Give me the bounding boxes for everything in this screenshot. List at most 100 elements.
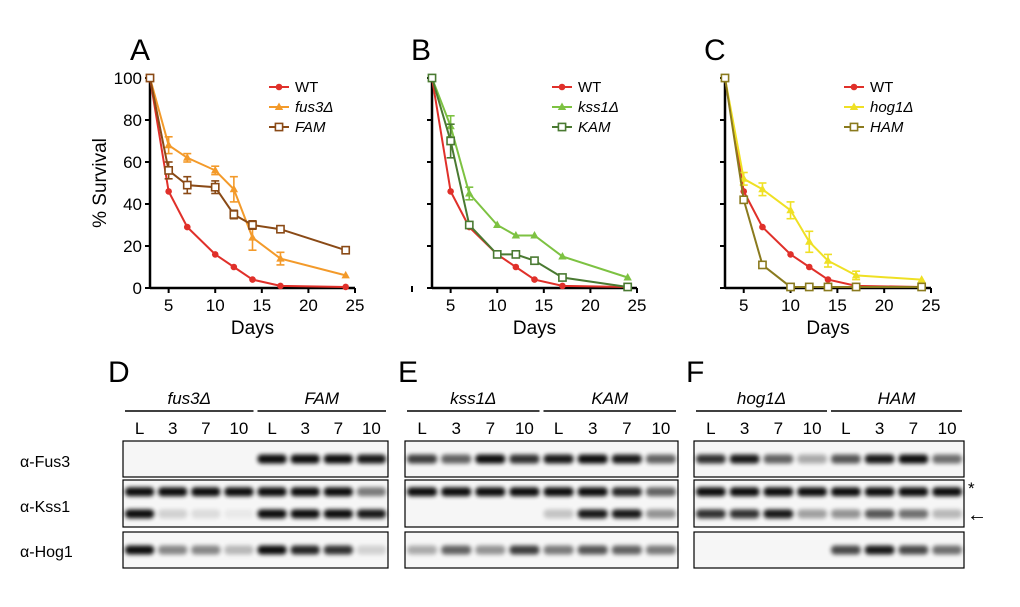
data-point: [447, 188, 454, 195]
panel-letter-d: D: [108, 356, 130, 389]
data-point: [786, 282, 795, 292]
legend-label: WT: [870, 79, 893, 96]
legend-entry: fus3Δ: [269, 99, 333, 116]
data-point: [183, 153, 192, 161]
band: [729, 454, 760, 464]
x-tick-label: 25: [346, 296, 365, 315]
legend-marker: [849, 102, 859, 110]
band: [932, 509, 962, 519]
data-point: [492, 250, 502, 259]
legend-label: WT: [578, 79, 601, 96]
y-tick-label: 0: [133, 279, 142, 298]
band: [831, 545, 861, 555]
legend-marker: [557, 122, 567, 132]
x-tick-label: 10: [488, 296, 507, 315]
y-tick-label: 20: [123, 237, 142, 256]
band: [864, 454, 895, 464]
blot-row-kss1: [404, 479, 679, 528]
data-point: [851, 282, 861, 292]
band: [257, 454, 287, 464]
data-point: [511, 231, 521, 239]
lane-label: 3: [875, 419, 884, 438]
band: [407, 545, 438, 555]
lane-label: L: [135, 419, 144, 438]
data-point: [530, 256, 539, 266]
lane-label: 7: [622, 419, 631, 438]
data-point: [758, 260, 767, 270]
band: [543, 487, 574, 497]
legend-label: KAM: [578, 119, 611, 136]
band: [475, 454, 506, 464]
band: [932, 487, 962, 497]
band: [831, 454, 861, 464]
blot-row-fus3: [122, 440, 389, 478]
data-point: [493, 220, 502, 228]
band: [729, 509, 760, 519]
legend-marker: [557, 102, 567, 110]
data-point: [211, 251, 219, 258]
band: [323, 545, 353, 555]
row-label-fus3: α-Fus3: [20, 454, 70, 471]
data-point: [341, 270, 350, 279]
x-tick-label: 5: [739, 296, 748, 315]
legend-label: fus3Δ: [295, 99, 333, 116]
row-label-hog1: α-Hog1: [20, 544, 73, 561]
lane-label: 10: [803, 419, 822, 438]
data-point: [823, 256, 833, 264]
band: [797, 509, 827, 519]
band: [475, 545, 506, 555]
blot-row-hog1: [693, 531, 965, 569]
arrow-mark: ←: [967, 504, 987, 526]
lane-label: 3: [740, 419, 749, 438]
strain-label: HAM: [878, 389, 917, 408]
y-tick-label: 60: [123, 153, 142, 172]
band: [932, 454, 962, 464]
blot-frame: [404, 479, 679, 528]
legend-marker: [275, 83, 283, 91]
band: [577, 454, 608, 464]
band: [645, 454, 676, 464]
legend-entry: FAM: [269, 119, 326, 136]
y-tick-label: 100: [114, 69, 142, 88]
band: [797, 487, 827, 497]
legend-marker: [558, 83, 566, 91]
strain-label: hog1Δ: [737, 389, 786, 408]
legend-entry: kss1Δ: [552, 99, 619, 116]
band: [407, 487, 438, 497]
band: [696, 487, 726, 497]
x-tick-label: 15: [252, 296, 271, 315]
data-point: [805, 263, 813, 271]
x-tick-label: 15: [534, 296, 553, 315]
blot-row-hog1: [122, 531, 389, 569]
band: [191, 487, 221, 497]
y-axis-label: % Survival: [90, 138, 111, 228]
lane-label: 10: [515, 419, 534, 438]
series-line: [724, 77, 922, 288]
band: [543, 509, 574, 519]
data-point: [759, 223, 766, 231]
series-wt: [146, 74, 349, 291]
data-point: [786, 205, 795, 214]
data-point: [787, 251, 794, 258]
data-point: [512, 263, 520, 271]
band: [831, 509, 861, 519]
legend-label: kss1Δ: [578, 99, 619, 116]
band: [898, 454, 929, 464]
band: [441, 454, 472, 464]
panel-letter-f: F: [686, 356, 704, 389]
series-line: [431, 77, 628, 288]
data-point: [917, 275, 926, 283]
data-point: [530, 231, 539, 239]
data-point: [623, 273, 632, 281]
band: [696, 509, 726, 519]
panel-letter-e: E: [398, 356, 418, 389]
x-tick-label: 25: [922, 296, 941, 315]
x-tick-label: 20: [875, 296, 894, 315]
band: [729, 487, 760, 497]
legend-label: hog1Δ: [870, 99, 913, 116]
survival-chart-c: C 5 10 15 20 25 Days WT hog1Δ HAM: [704, 34, 940, 339]
band: [290, 454, 320, 464]
band: [124, 509, 155, 519]
